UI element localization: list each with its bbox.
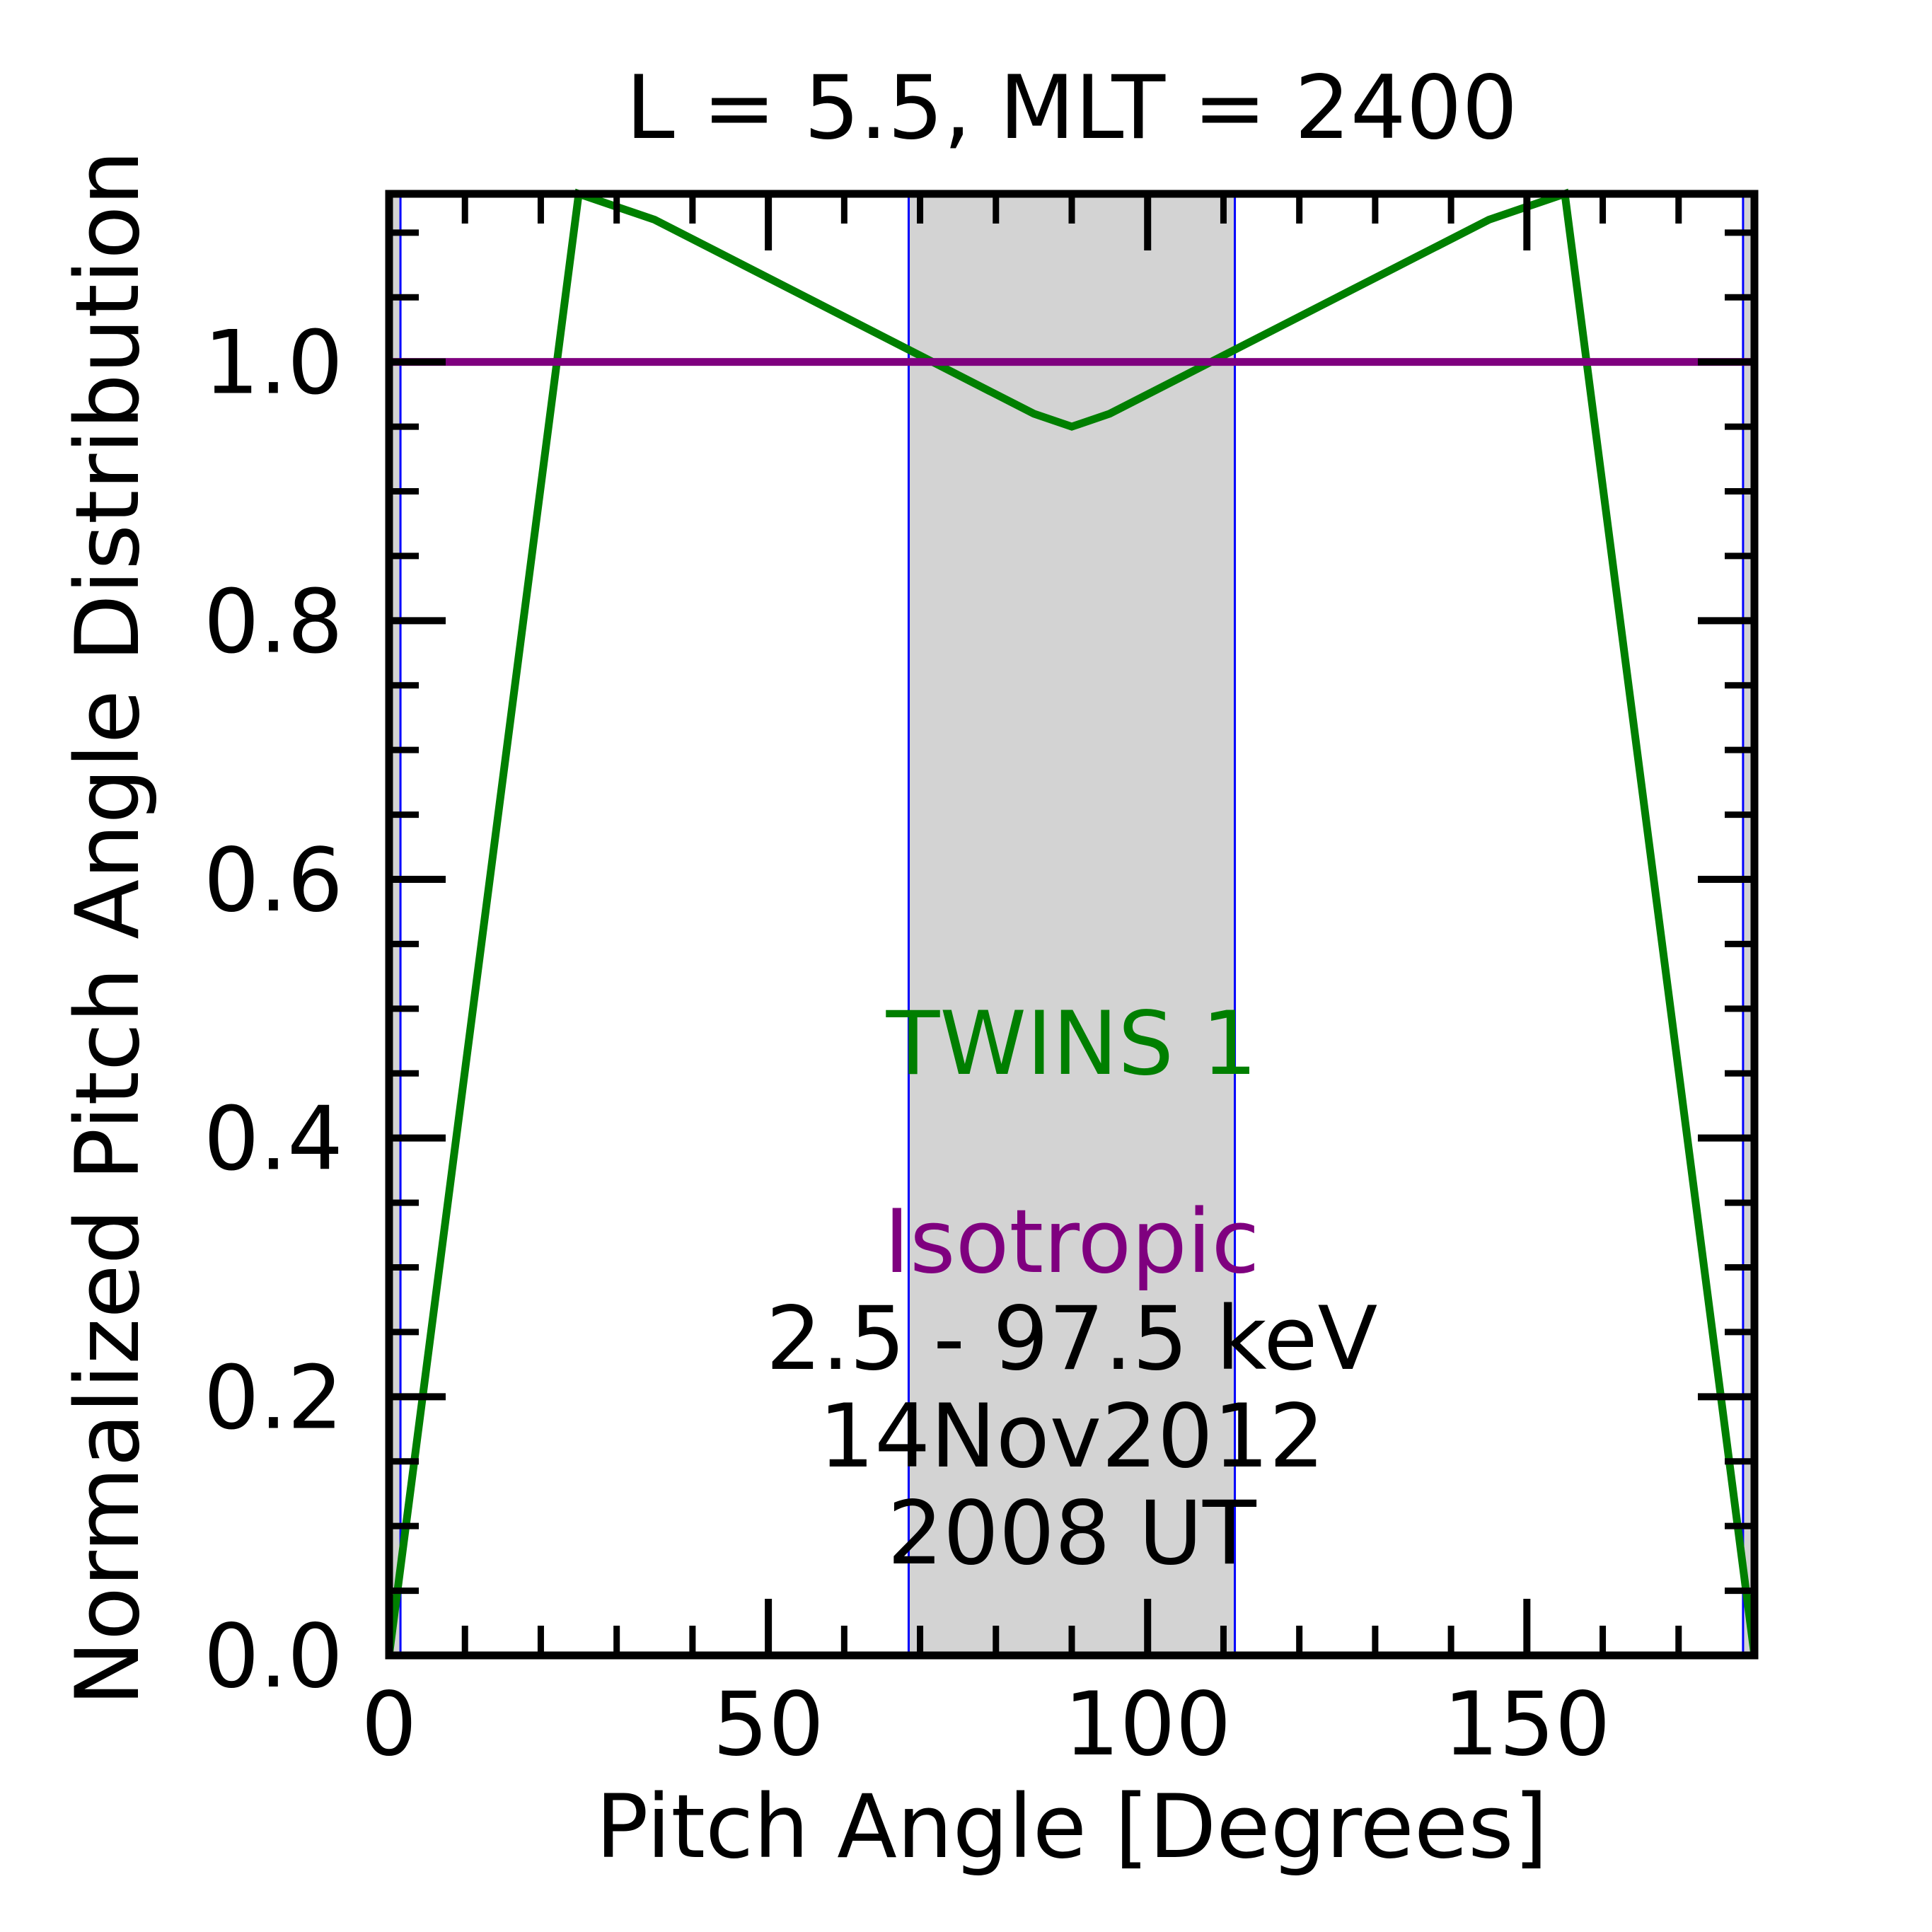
shaded-regions [389, 194, 1754, 1655]
series-twins-1-line [385, 188, 1759, 1656]
tick-labels: 0 50 100 150 0.0 0.2 0.4 0.6 0.8 1.0 [204, 313, 1611, 1776]
annotation-twins: TWINS 1 [886, 993, 1258, 1095]
vertical-lines [399, 194, 1745, 1655]
chart-title: L = 5.5, MLT = 2400 [626, 57, 1518, 159]
y-tick-label: 0.0 [204, 1606, 343, 1708]
x-axis-label: Pitch Angle [Degrees] [596, 1776, 1548, 1878]
y-tick-label: 0.2 [204, 1347, 343, 1449]
y-axis-label: Normalized Pitch Angle Distribution [57, 150, 159, 1706]
x-tick-label: 100 [1064, 1674, 1232, 1776]
axis-ticks [386, 194, 1758, 1659]
annotation-time: 2008 UT [887, 1483, 1257, 1585]
annotation-iso: Isotropic [884, 1191, 1259, 1293]
x-tick-label: 150 [1443, 1674, 1611, 1776]
series-lines [385, 188, 1759, 1656]
y-tick-label: 0.8 [204, 571, 343, 673]
y-tick-label: 0.6 [204, 830, 343, 932]
y-tick-label: 1.0 [204, 313, 343, 415]
x-tick-label: 0 [361, 1674, 417, 1776]
annotation-energy: 2.5 - 97.5 keV [766, 1288, 1378, 1390]
shaded-region [908, 194, 1235, 1655]
annotation-date: 14Nov2012 [819, 1386, 1324, 1488]
y-tick-label: 0.4 [204, 1089, 343, 1191]
x-tick-label: 50 [712, 1674, 824, 1776]
